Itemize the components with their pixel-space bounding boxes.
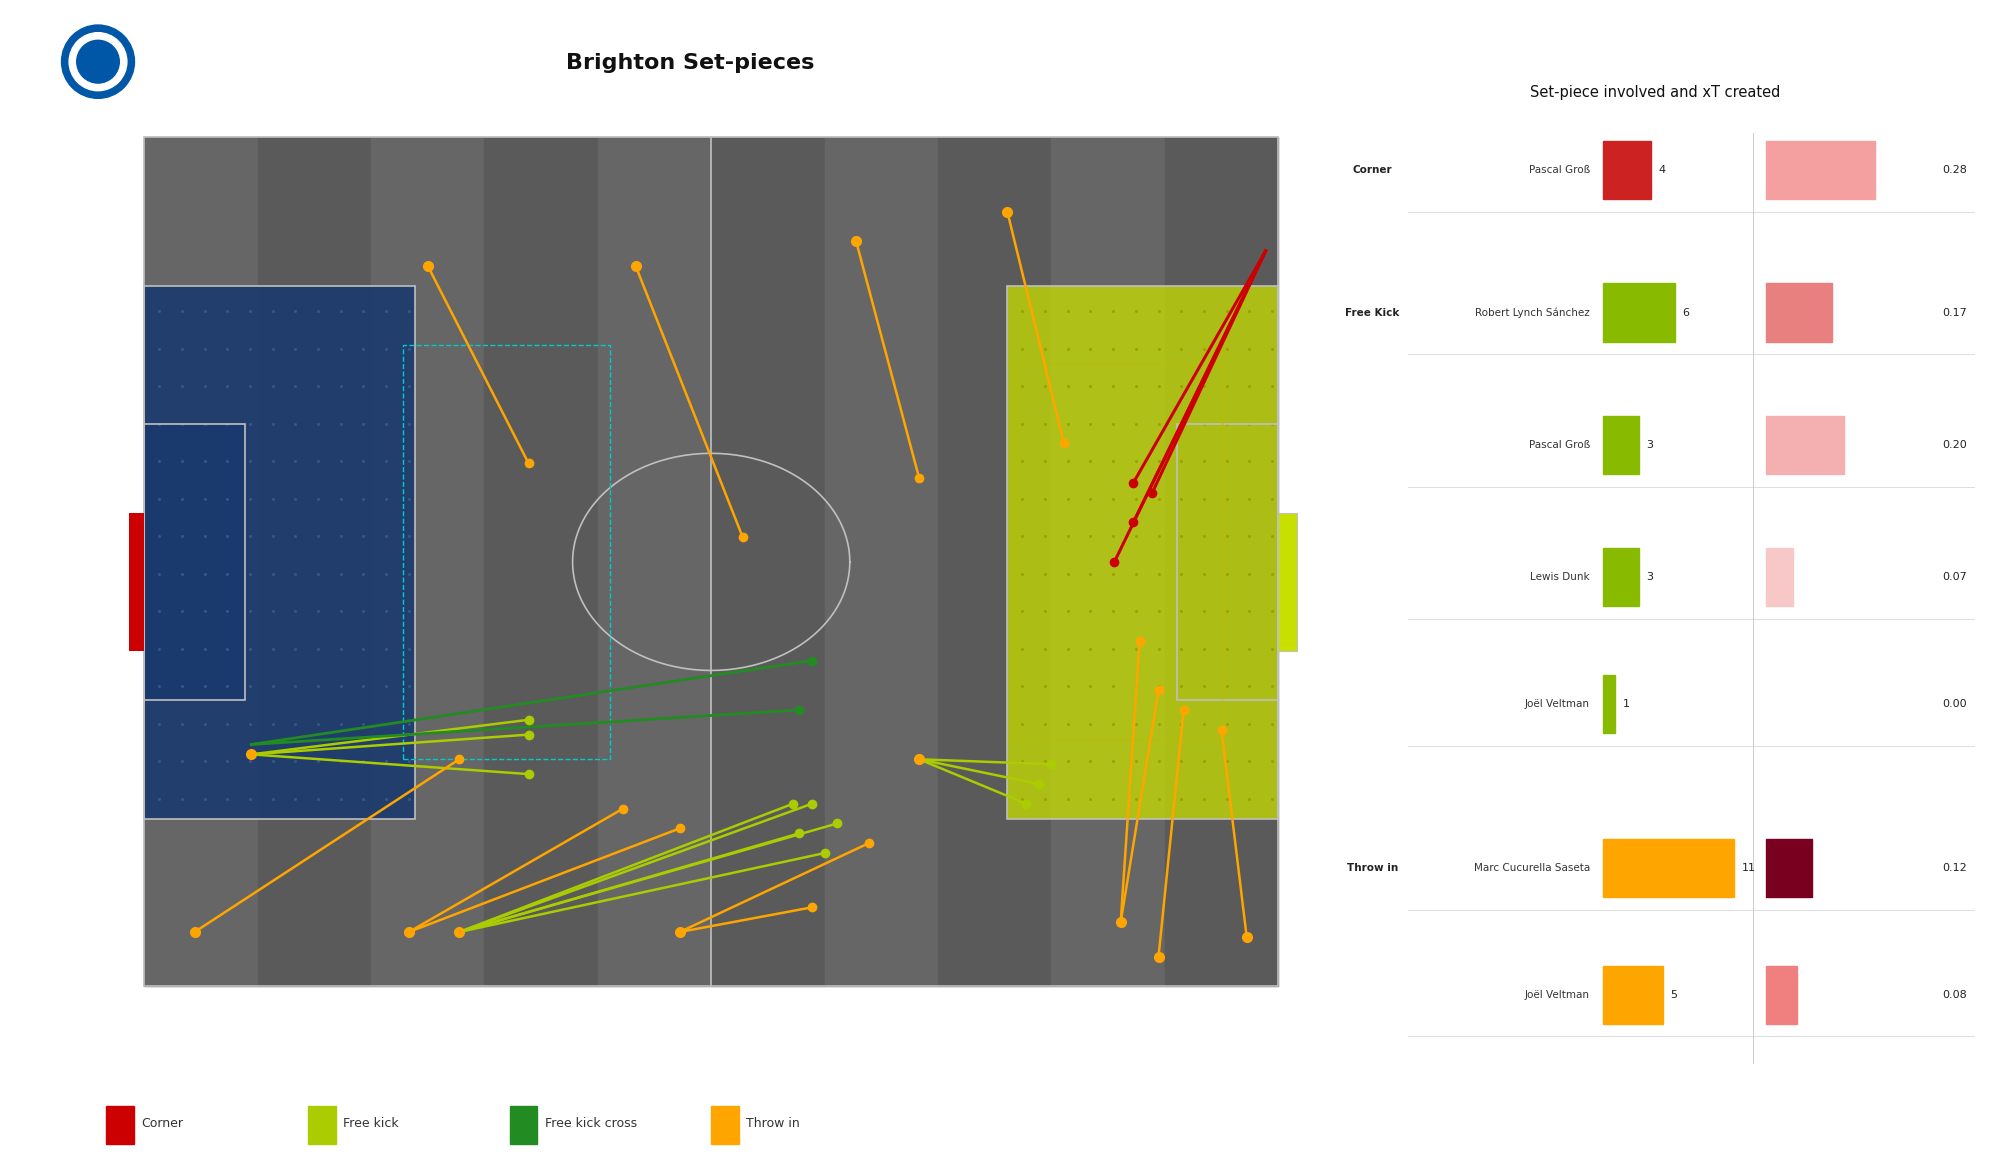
- Bar: [598, 137, 712, 986]
- Bar: [144, 286, 416, 819]
- Bar: [824, 137, 938, 986]
- Text: 3: 3: [1646, 439, 1654, 450]
- Bar: [484, 137, 598, 986]
- Text: Joël Veltman: Joël Veltman: [1526, 699, 1590, 709]
- Bar: [1604, 674, 1614, 733]
- Text: Lewis Dunk: Lewis Dunk: [1530, 572, 1590, 582]
- Text: Robert Lynch Sánchez: Robert Lynch Sánchez: [1476, 308, 1590, 317]
- Bar: [1766, 416, 1844, 474]
- Circle shape: [76, 40, 120, 83]
- Bar: [144, 424, 244, 700]
- Bar: [1766, 839, 1812, 897]
- Text: 0.00: 0.00: [1942, 699, 1968, 709]
- Text: 0.20: 0.20: [1942, 439, 1968, 450]
- Text: Corner: Corner: [1352, 165, 1392, 175]
- Bar: [130, 512, 144, 651]
- Bar: [1604, 548, 1638, 606]
- Text: Free Kick: Free Kick: [1346, 308, 1400, 317]
- Bar: [308, 1106, 336, 1144]
- Bar: [372, 137, 484, 986]
- Text: Throw in: Throw in: [746, 1117, 800, 1130]
- Bar: [402, 344, 610, 759]
- Bar: [1604, 141, 1650, 199]
- Text: 0.17: 0.17: [1942, 308, 1968, 317]
- Text: Corner: Corner: [142, 1117, 184, 1130]
- Bar: [1052, 137, 1164, 986]
- Bar: [1008, 286, 1278, 819]
- Bar: [1278, 512, 1298, 651]
- Bar: [106, 1106, 134, 1144]
- Text: Free kick: Free kick: [344, 1117, 398, 1130]
- Bar: [938, 137, 1052, 986]
- Bar: [1008, 286, 1278, 819]
- Bar: [144, 286, 416, 819]
- Bar: [1604, 966, 1662, 1023]
- Bar: [1014, 364, 1222, 739]
- Circle shape: [62, 25, 134, 99]
- Bar: [144, 424, 244, 700]
- Text: 0.12: 0.12: [1942, 862, 1968, 873]
- Bar: [1178, 424, 1278, 700]
- Text: 11: 11: [1742, 862, 1756, 873]
- Bar: [1604, 416, 1638, 474]
- Bar: [1766, 283, 1832, 342]
- Text: 0.07: 0.07: [1942, 572, 1968, 582]
- Bar: [1766, 548, 1792, 606]
- Text: Set-piece involved and xT created: Set-piece involved and xT created: [1530, 86, 1780, 100]
- Text: 4: 4: [1658, 165, 1666, 175]
- Bar: [1766, 141, 1874, 199]
- Text: 5: 5: [1670, 989, 1678, 1000]
- Text: 1: 1: [1622, 699, 1630, 709]
- Text: 0.28: 0.28: [1942, 165, 1968, 175]
- Circle shape: [70, 33, 126, 90]
- Bar: [1766, 966, 1796, 1023]
- Bar: [1164, 137, 1278, 986]
- Text: Pascal Groß: Pascal Groß: [1528, 165, 1590, 175]
- Bar: [1604, 839, 1734, 897]
- Bar: [712, 1106, 738, 1144]
- Text: Pascal Groß: Pascal Groß: [1528, 439, 1590, 450]
- Text: 6: 6: [1682, 308, 1690, 317]
- Text: Throw in: Throw in: [1346, 862, 1398, 873]
- Bar: [1604, 283, 1674, 342]
- Text: Joël Veltman: Joël Veltman: [1526, 989, 1590, 1000]
- Text: Free kick cross: Free kick cross: [544, 1117, 638, 1130]
- Bar: [712, 137, 824, 986]
- Bar: [144, 137, 1278, 986]
- Text: 0.08: 0.08: [1942, 989, 1968, 1000]
- Bar: [258, 137, 372, 986]
- Bar: [144, 137, 258, 986]
- Text: 3: 3: [1646, 572, 1654, 582]
- Text: Marc Cucurella Saseta: Marc Cucurella Saseta: [1474, 862, 1590, 873]
- Bar: [510, 1106, 538, 1144]
- Text: Brighton Set-pieces: Brighton Set-pieces: [566, 53, 814, 73]
